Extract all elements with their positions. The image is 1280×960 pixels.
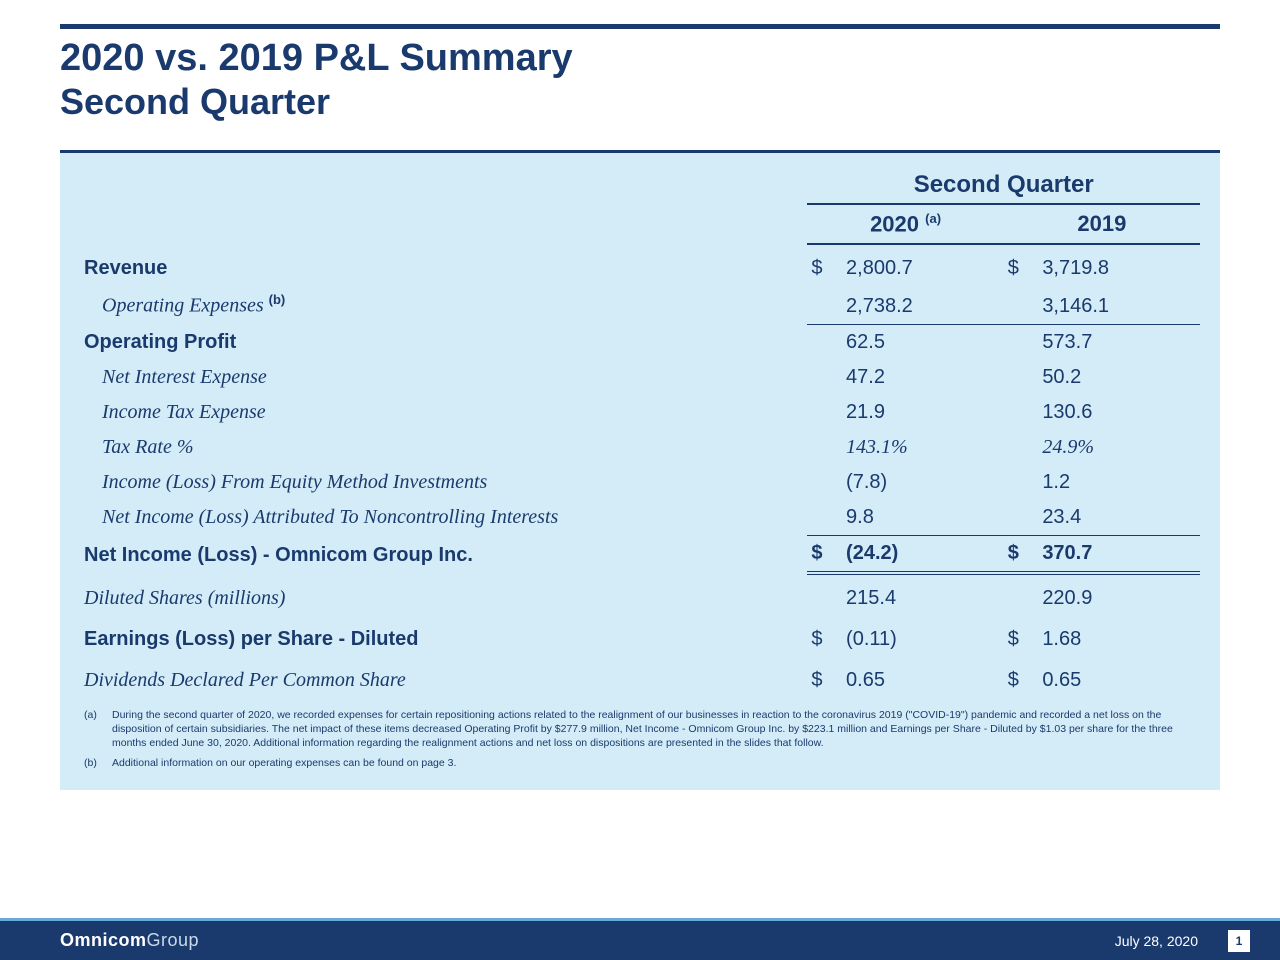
cell-value: 2,800.7: [842, 251, 1004, 286]
table-row: Dividends Declared Per Common Share $ 0.…: [80, 663, 1200, 698]
footnotes: (a) During the second quarter of 2020, w…: [80, 708, 1200, 771]
table-row: Operating Expenses (b) 2,738.2 3,146.1: [80, 286, 1200, 324]
table-row: Second Quarter: [80, 165, 1200, 204]
cell-value: 9.8: [842, 500, 1004, 536]
cell-value: 24.9%: [1038, 430, 1200, 465]
table-row: Net Income (Loss) - Omnicom Group Inc. $…: [80, 535, 1200, 573]
page-number: 1: [1228, 930, 1250, 952]
row-label: Income Tax Expense: [80, 395, 807, 430]
cell-value: 573.7: [1038, 324, 1200, 360]
table-row: Income Tax Expense 21.9 130.6: [80, 395, 1200, 430]
cell-value: 3,719.8: [1038, 251, 1200, 286]
title-line-2: Second Quarter: [60, 81, 1220, 122]
table-row: Diluted Shares (millions) 215.4 220.9: [80, 581, 1200, 616]
cell-value: 220.9: [1038, 581, 1200, 616]
table-row: Operating Profit 62.5 573.7: [80, 324, 1200, 360]
column-group-header: Second Quarter: [807, 165, 1200, 204]
cell-value: 143.1%: [842, 430, 1004, 465]
cell-value: (0.11): [842, 622, 1004, 657]
slide-title: 2020 vs. 2019 P&L Summary Second Quarter: [60, 37, 1220, 122]
footnote-b: (b) Additional information on our operat…: [84, 756, 1180, 770]
pl-table-panel: Second Quarter 2020 (a) 2019 Revenue $ 2…: [60, 150, 1220, 790]
table-row: 2020 (a) 2019: [80, 204, 1200, 244]
cell-value: 50.2: [1038, 360, 1200, 395]
row-label: Tax Rate %: [80, 430, 807, 465]
cell-value: (24.2): [842, 535, 1004, 573]
cell-value: 130.6: [1038, 395, 1200, 430]
brand-logo: OmnicomGroup: [60, 930, 199, 951]
cell-value: 23.4: [1038, 500, 1200, 536]
year-a-header: 2020 (a): [807, 204, 1003, 244]
row-label: Net Interest Expense: [80, 360, 807, 395]
cell-value: 3,146.1: [1038, 286, 1200, 324]
cell-value: 370.7: [1038, 535, 1200, 573]
row-label: Operating Profit: [80, 324, 807, 360]
row-label: Net Income (Loss) - Omnicom Group Inc.: [80, 535, 807, 573]
cell-value: 21.9: [842, 395, 1004, 430]
table-row: Net Interest Expense 47.2 50.2: [80, 360, 1200, 395]
table-row: Tax Rate % 143.1% 24.9%: [80, 430, 1200, 465]
row-label: Revenue: [80, 251, 807, 286]
cell-value: 215.4: [842, 581, 1004, 616]
cell-value: 2,738.2: [842, 286, 1004, 324]
cell-value: 1.68: [1038, 622, 1200, 657]
table-row: Revenue $ 2,800.7 $ 3,719.8: [80, 251, 1200, 286]
title-line-1: 2020 vs. 2019 P&L Summary: [60, 37, 1220, 81]
cell-value: 1.2: [1038, 465, 1200, 500]
table-row: Income (Loss) From Equity Method Investm…: [80, 465, 1200, 500]
table-row: Net Income (Loss) Attributed To Noncontr…: [80, 500, 1200, 536]
table-row: Earnings (Loss) per Share - Diluted $ (0…: [80, 622, 1200, 657]
row-label: Earnings (Loss) per Share - Diluted: [80, 622, 807, 657]
cell-value: 0.65: [1038, 663, 1200, 698]
footer-date: July 28, 2020: [1115, 933, 1198, 949]
row-label: Net Income (Loss) Attributed To Noncontr…: [80, 500, 807, 536]
row-label: Income (Loss) From Equity Method Investm…: [80, 465, 807, 500]
row-label: Diluted Shares (millions): [80, 581, 807, 616]
row-label: Dividends Declared Per Common Share: [80, 663, 807, 698]
cell-value: 62.5: [842, 324, 1004, 360]
row-label: Operating Expenses (b): [80, 286, 807, 324]
pl-table: Second Quarter 2020 (a) 2019 Revenue $ 2…: [80, 165, 1200, 697]
cell-value: (7.8): [842, 465, 1004, 500]
footnote-a: (a) During the second quarter of 2020, w…: [84, 708, 1180, 751]
cell-value: 0.65: [842, 663, 1004, 698]
cell-value: 47.2: [842, 360, 1004, 395]
slide-footer: OmnicomGroup July 28, 2020 1: [0, 918, 1280, 960]
year-b-header: 2019: [1004, 204, 1200, 244]
